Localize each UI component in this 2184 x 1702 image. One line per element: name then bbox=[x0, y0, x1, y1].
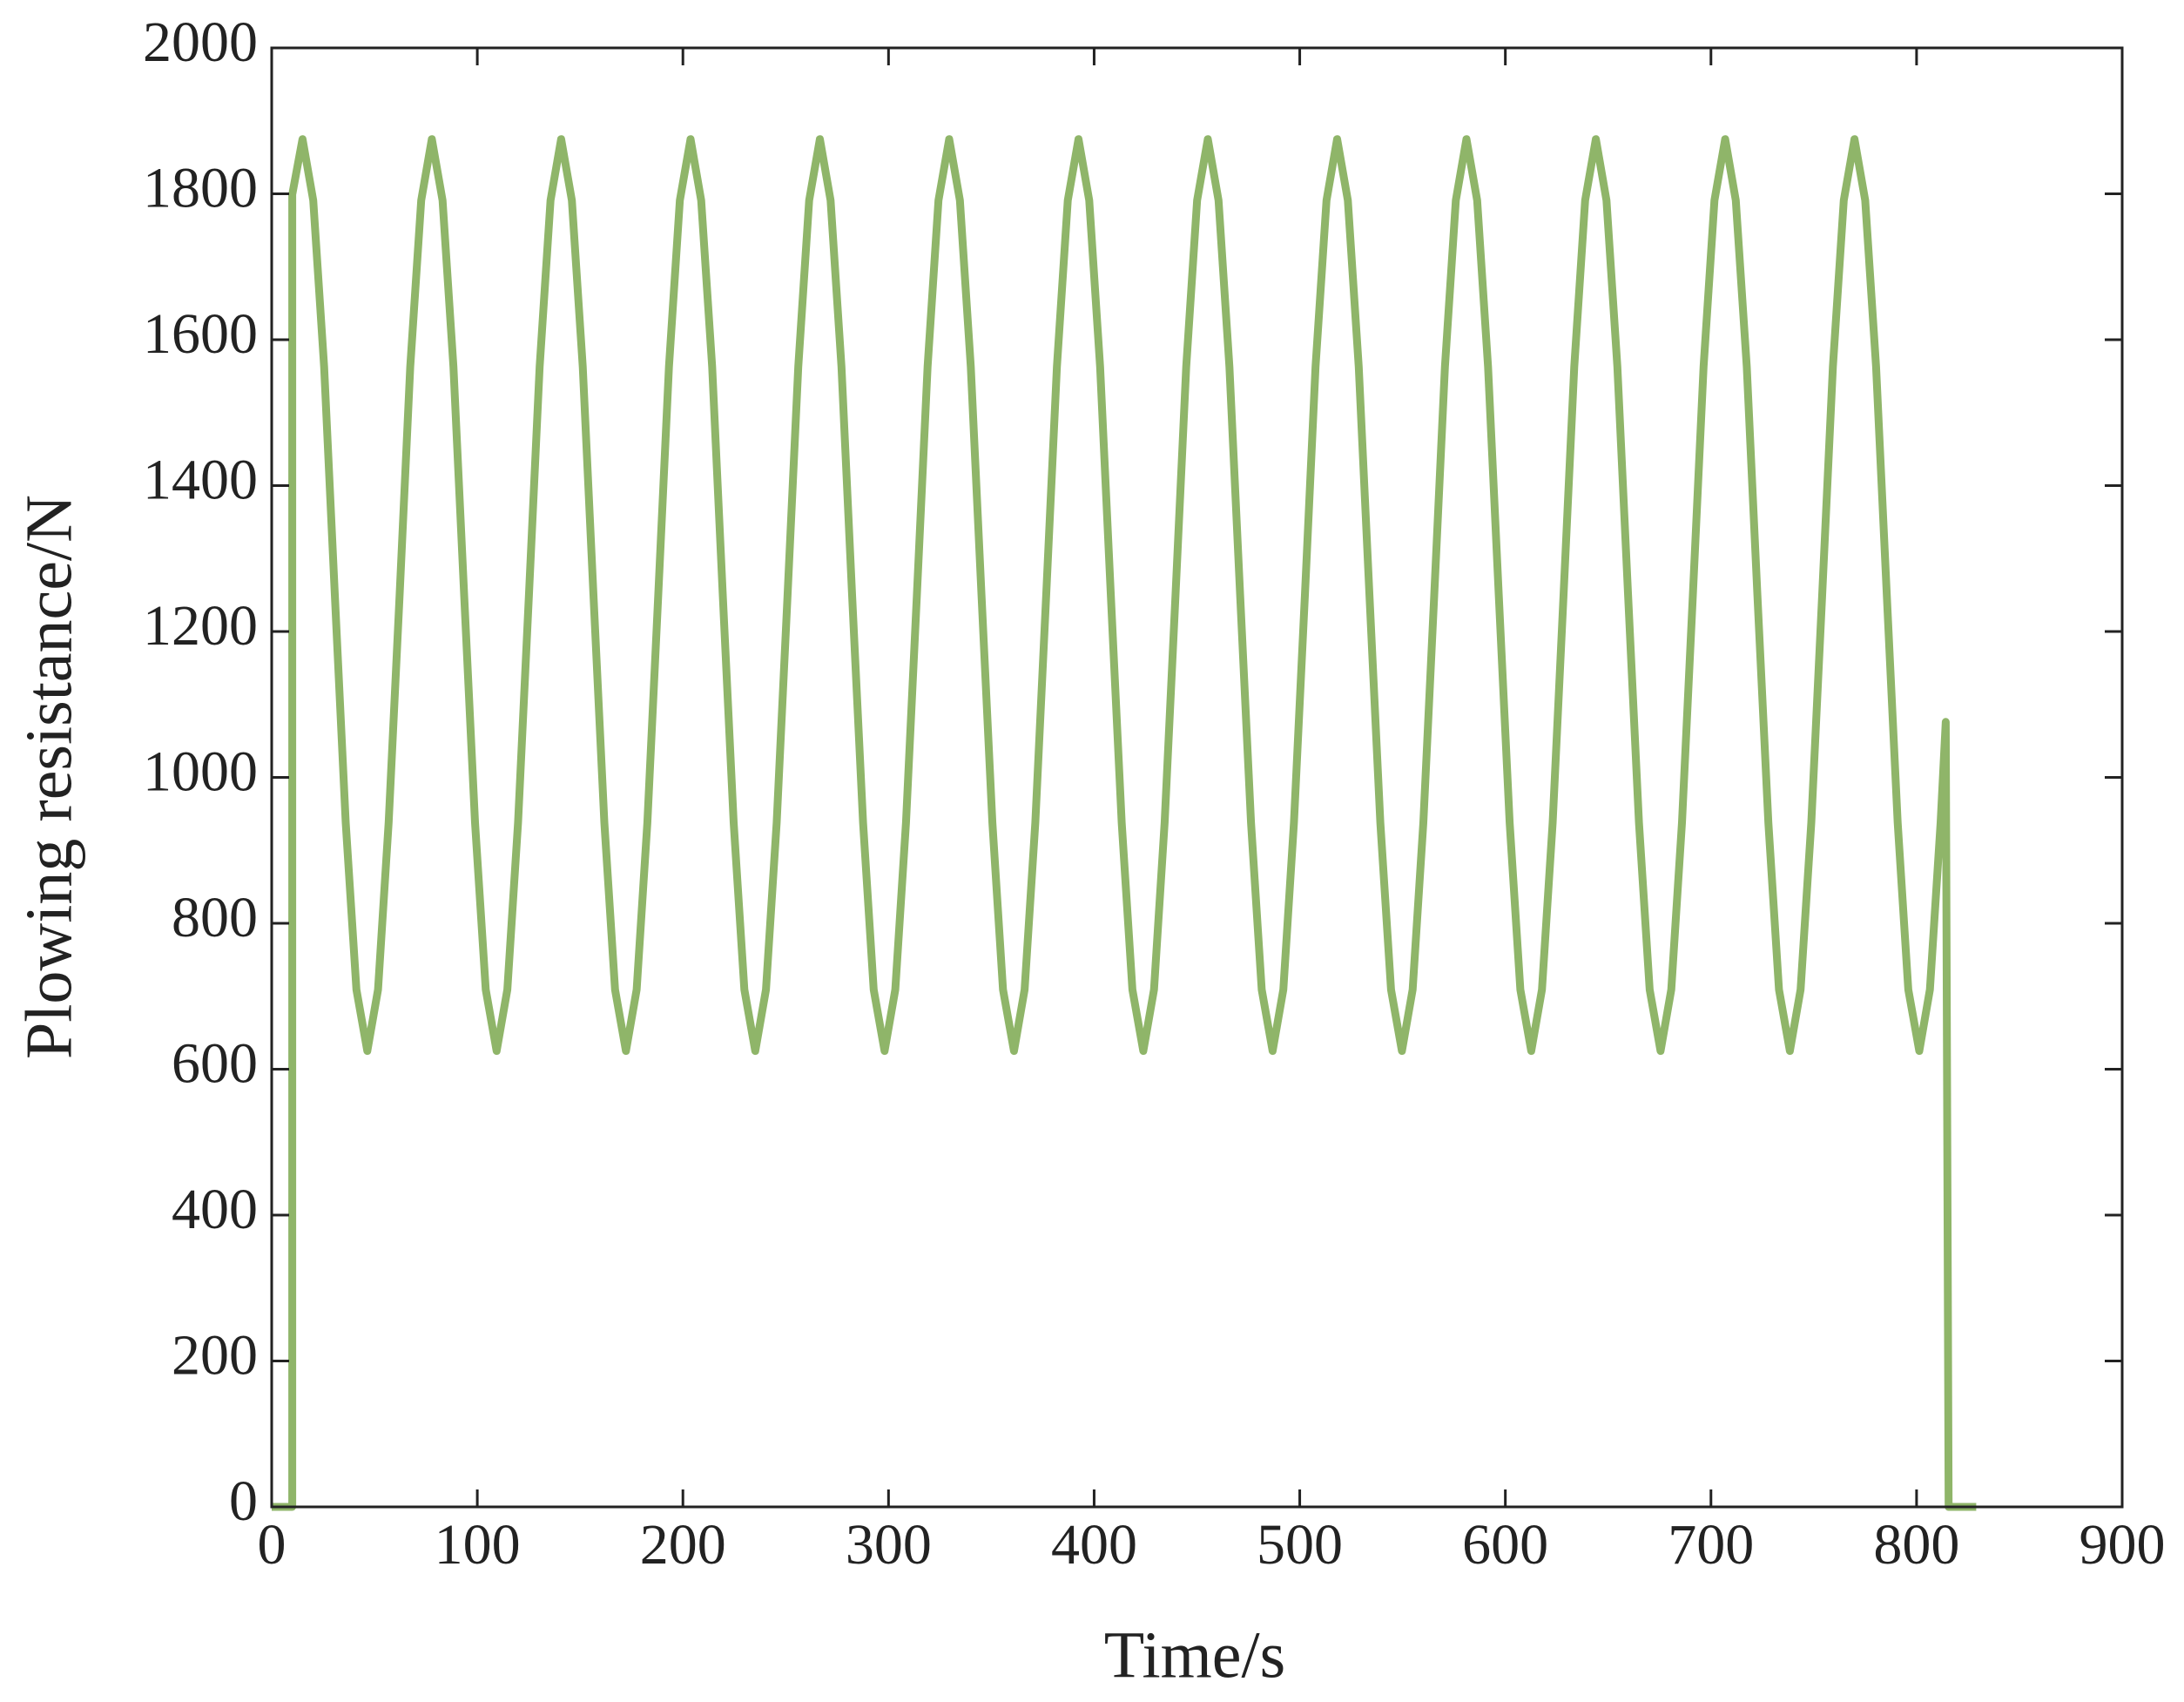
y-tick-label: 200 bbox=[172, 1324, 258, 1388]
x-tick-label: 300 bbox=[846, 1513, 932, 1577]
x-tick-label: 500 bbox=[1257, 1513, 1343, 1577]
y-tick-label: 1600 bbox=[143, 302, 258, 366]
y-tick-label: 2000 bbox=[143, 10, 258, 74]
x-tick-label: 700 bbox=[1668, 1513, 1754, 1577]
x-tick-label: 0 bbox=[258, 1513, 286, 1577]
x-tick-label: 800 bbox=[1873, 1513, 1959, 1577]
y-tick-label: 1000 bbox=[143, 740, 258, 804]
data-line bbox=[272, 135, 1977, 1511]
y-axis-label: Plowing resistance/N bbox=[12, 495, 85, 1059]
plot-frame bbox=[270, 46, 2124, 1509]
y-tick-label: 1200 bbox=[143, 594, 258, 658]
y-tick-label: 1800 bbox=[143, 157, 258, 220]
x-tick-label: 900 bbox=[2080, 1513, 2166, 1577]
y-tick-label: 0 bbox=[229, 1469, 258, 1533]
x-tick-label: 200 bbox=[640, 1513, 726, 1577]
x-tick-label: 600 bbox=[1462, 1513, 1548, 1577]
y-tick-label: 800 bbox=[172, 886, 258, 949]
x-tick-label: 100 bbox=[435, 1513, 521, 1577]
y-tick-label: 1400 bbox=[143, 449, 258, 512]
y-tick-label: 400 bbox=[172, 1178, 258, 1241]
y-tick-label: 600 bbox=[172, 1032, 258, 1096]
x-tick-label: 400 bbox=[1051, 1513, 1137, 1577]
x-axis-label: Time/s bbox=[1104, 1618, 1285, 1692]
